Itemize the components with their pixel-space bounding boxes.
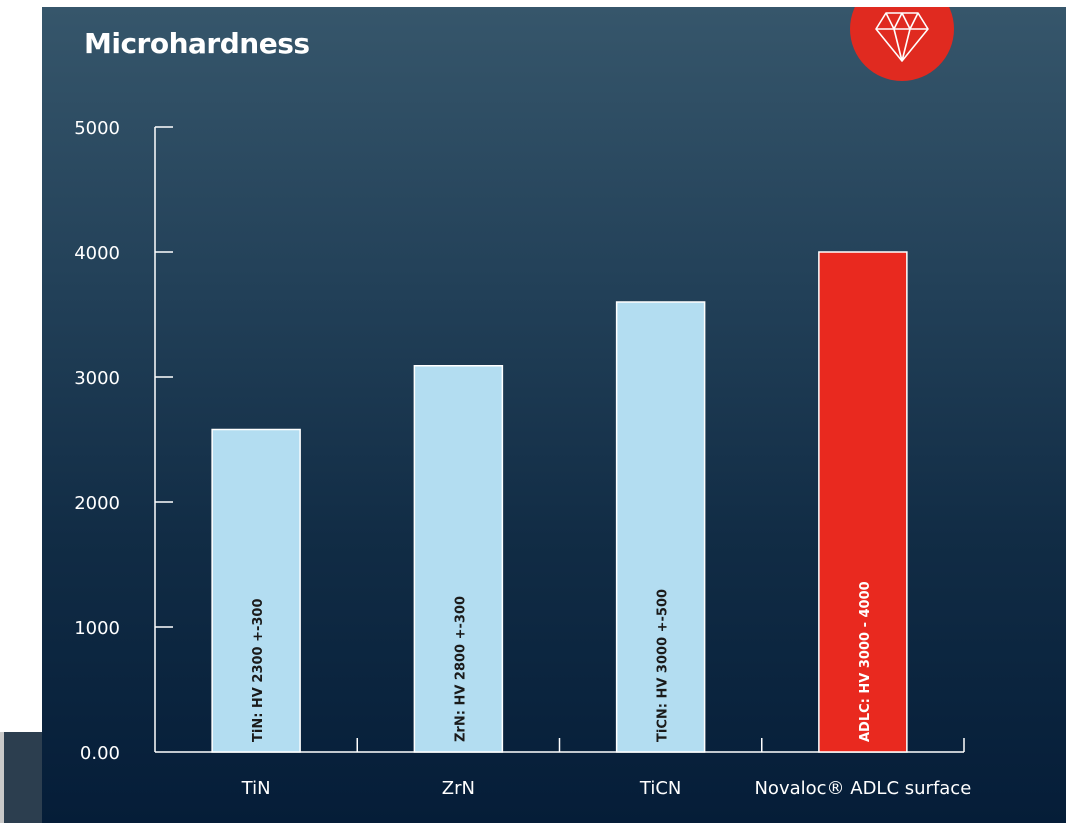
- x-category-label: Novaloc® ADLC surface: [754, 778, 971, 799]
- y-tick-label: 4000: [74, 243, 120, 264]
- y-tick-label: 0.00: [80, 743, 120, 764]
- y-tick-label: 3000: [74, 368, 120, 389]
- bar-value-label: TiN: HV 2300 +-300: [251, 598, 266, 742]
- diamond-icon: [875, 12, 929, 62]
- bar-value-label: ADLC: HV 3000 - 4000: [858, 581, 873, 742]
- left-edge-strip: [0, 732, 42, 823]
- bar-tin: [211, 428, 301, 753]
- y-tick-label: 2000: [74, 493, 120, 514]
- bar-chart: 0.00 1000 2000 3000 4000 5000 TiN: HV 2300 +-3…: [74, 118, 971, 799]
- left-edge-strip-accent: [0, 732, 4, 823]
- bar-zrn: [413, 365, 504, 753]
- x-category-label: ZrN: [442, 778, 475, 799]
- x-category-label: TiCN: [639, 778, 681, 799]
- logo-badge: [850, 7, 954, 81]
- bar-novaloc: [818, 251, 908, 753]
- bar-value-label: ZrN: HV 2800 +-300: [453, 596, 468, 742]
- y-tick-label: 1000: [74, 618, 120, 639]
- y-tick-label: 5000: [74, 118, 120, 139]
- x-category-label: TiN: [241, 778, 271, 799]
- chart-title: Microhardness: [84, 27, 310, 60]
- bar-ticn: [615, 301, 706, 753]
- bar-value-label: TiCN: HV 3000 +-500: [656, 589, 671, 742]
- chart-panel: Microhardness 0.00 1000 2000 3000 4000 5000 Ti…: [42, 7, 1066, 823]
